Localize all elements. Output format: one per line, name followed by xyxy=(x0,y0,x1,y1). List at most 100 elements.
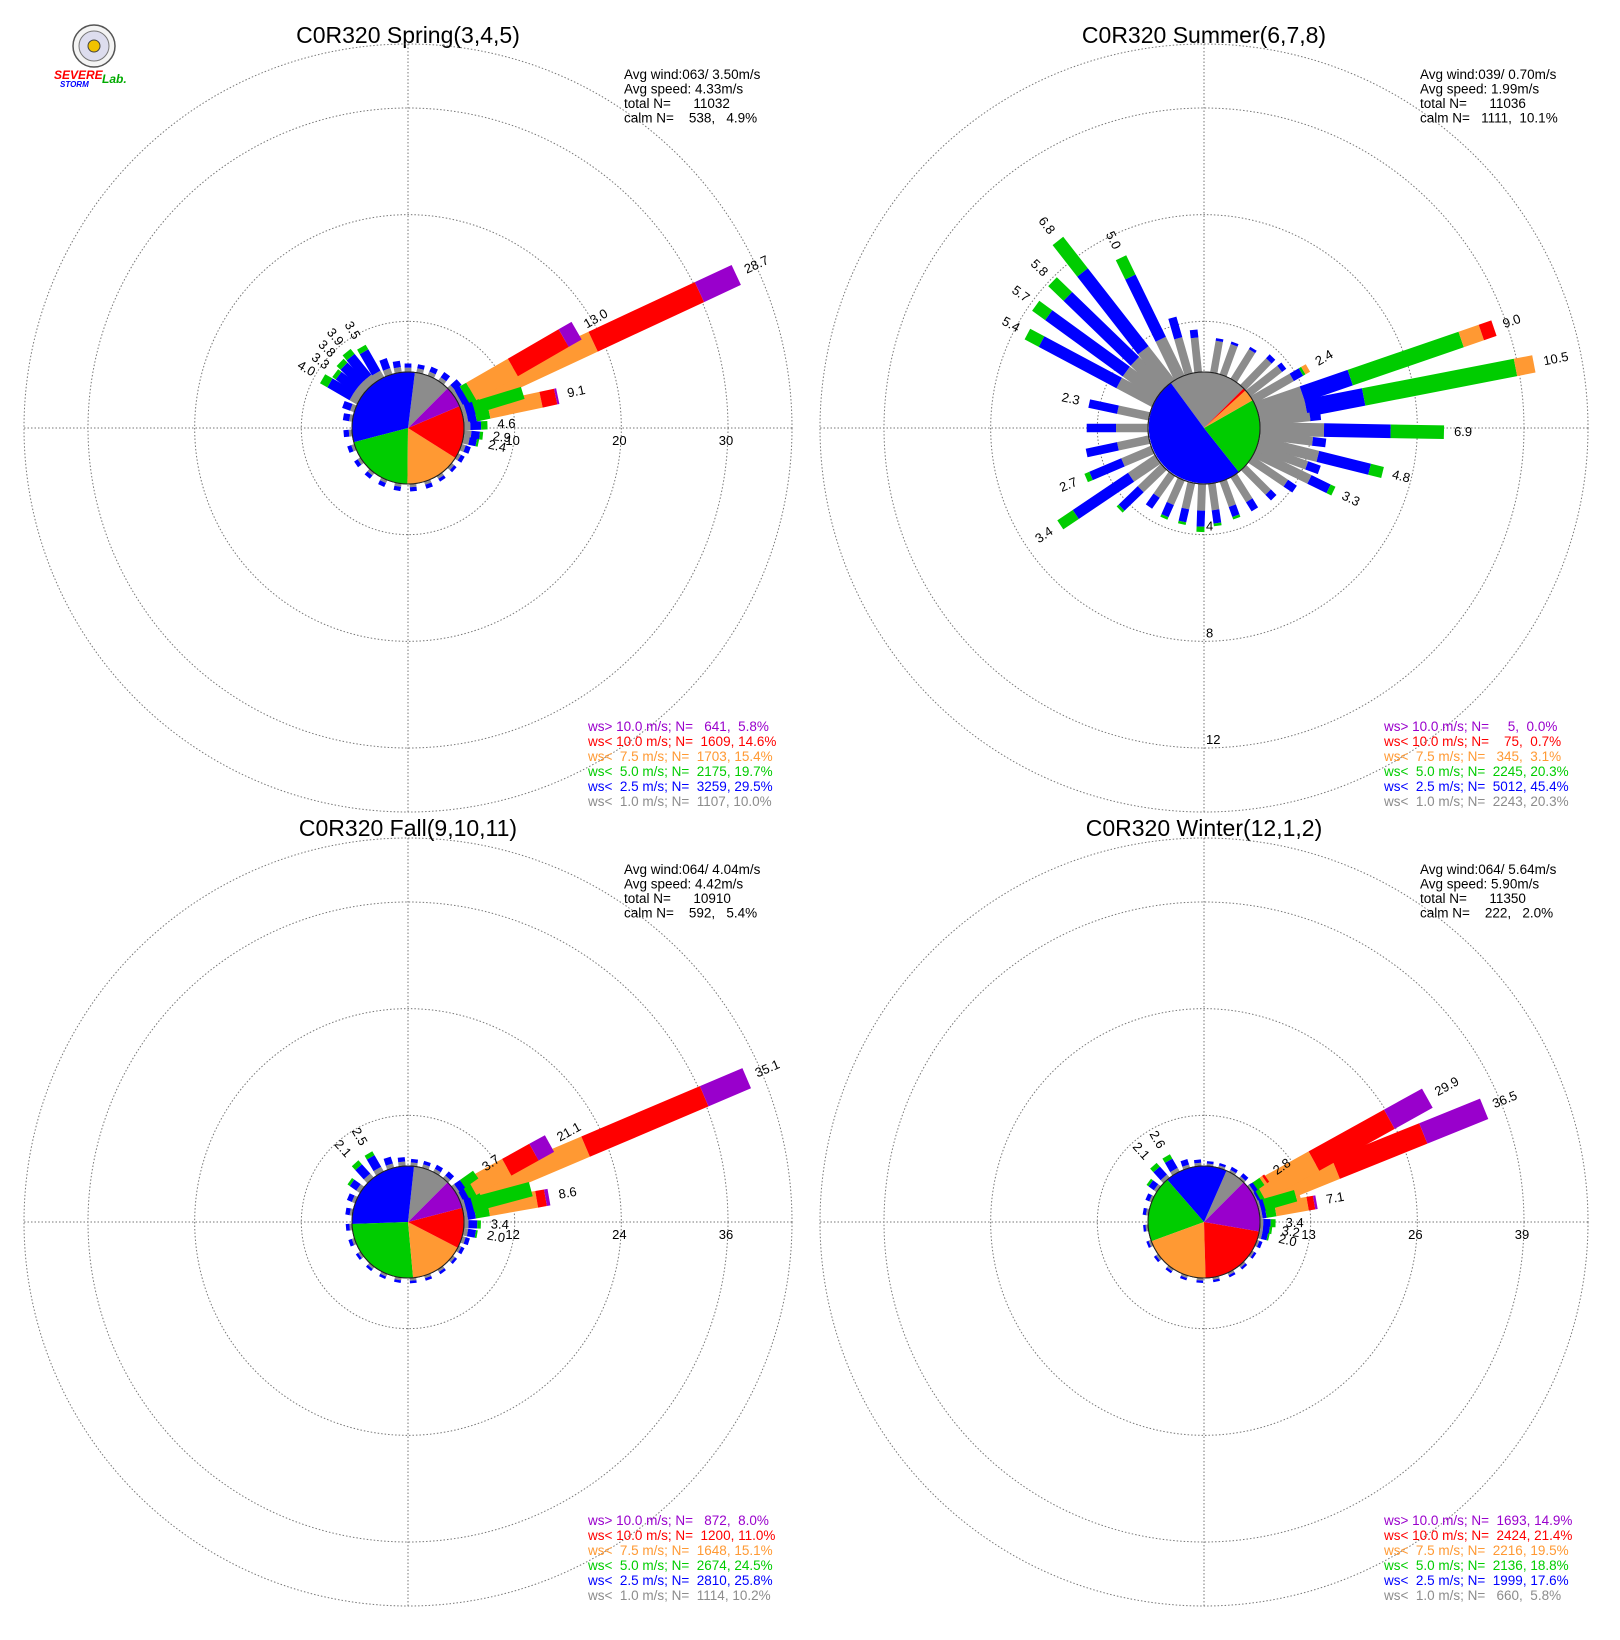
logo-word-storm: STORM xyxy=(60,80,89,89)
legend-entry-red: ws< 10.0 m/s; N= 2424, 21.4% xyxy=(1383,1528,1572,1543)
bar-segment-blue xyxy=(470,430,480,440)
bar-segment-gray xyxy=(1238,1176,1246,1183)
bar-segment-green xyxy=(459,1170,479,1188)
pie-slice-orange xyxy=(1151,1222,1206,1279)
bar-segment-gray xyxy=(455,1245,462,1253)
bar-segment-gray xyxy=(436,472,444,479)
bar-segment-blue xyxy=(394,1279,402,1283)
logo-word-severe: SEVERE xyxy=(54,68,104,82)
chart-title: C0R320 Winter(12,1,2) xyxy=(1086,815,1323,841)
legend-entry-green: ws< 5.0 m/s; N= 2136, 18.8% xyxy=(1383,1558,1569,1573)
bar-segment-blue xyxy=(1240,1173,1249,1181)
bar-segment-purple xyxy=(694,265,741,303)
bar-segment-blue xyxy=(423,1160,431,1167)
windrose-panel: C0R320 Summer(6,7,8) 4 8 12 9.0 10.5 6.9 4.8 3.3… xyxy=(819,22,1589,813)
bar-segment-blue xyxy=(409,486,417,492)
pie-slice-blue xyxy=(351,1165,414,1224)
stat-line: calm N= 592, 5.4% xyxy=(624,906,757,921)
legend-entry-purple: ws> 10.0 m/s; N= 1693, 14.9% xyxy=(1383,1513,1572,1528)
bar-segment-orange xyxy=(474,1136,590,1202)
bar-segment-gray xyxy=(363,1173,374,1184)
bar-value-label: 10.5 xyxy=(1542,349,1570,369)
bar-value-label: 2.6 xyxy=(1147,1128,1169,1151)
bar-segment-green xyxy=(459,382,477,404)
pie-slice-purple xyxy=(408,1182,463,1222)
bar-segment-gray xyxy=(1148,1239,1154,1247)
bar-segment-blue xyxy=(1228,504,1240,517)
axis-tick-label: 24 xyxy=(612,1227,626,1242)
bar-segment-gray xyxy=(459,443,466,452)
pie-slice-red xyxy=(408,406,464,458)
bar-segment-gray xyxy=(1230,473,1253,503)
pie-slice-green xyxy=(1204,400,1261,472)
bar-segment-green xyxy=(1196,526,1205,533)
bar-segment-blue xyxy=(347,445,354,453)
axis-tick-label: 12 xyxy=(1206,732,1220,747)
bar-segment-green xyxy=(479,431,484,440)
legend-entry-orange: ws< 7.5 m/s; N= 1648, 15.1% xyxy=(587,1543,773,1558)
legend-entry-gray: ws< 1.0 m/s; N= 1114, 10.2% xyxy=(587,1588,771,1603)
bar-value-label: 8.6 xyxy=(557,1184,577,1202)
bar-segment-gray xyxy=(1181,481,1196,510)
bar-segment-gray xyxy=(1149,1195,1155,1203)
bar-segment-blue xyxy=(1206,1161,1214,1165)
bar-segment-green xyxy=(332,369,342,380)
bar-segment-blue xyxy=(424,1276,433,1281)
bar-segment-green xyxy=(470,1182,533,1212)
bar-segment-blue xyxy=(463,445,471,454)
bar-segment-gray xyxy=(379,477,388,484)
bar-segment-blue xyxy=(1038,336,1122,389)
speed-distribution-pie xyxy=(351,371,465,485)
bar-segment-gray xyxy=(1190,337,1202,373)
bar-segment-blue xyxy=(1148,1180,1159,1191)
legend-entry-red: ws< 10.0 m/s; N= 1609, 14.6% xyxy=(587,734,776,749)
bar-value-label: 6.8 xyxy=(1035,214,1058,237)
bar-segment-blue xyxy=(450,1257,458,1264)
bar-segment-gray xyxy=(1219,479,1236,507)
bar-segment-blue xyxy=(468,437,478,447)
pie-slice-green xyxy=(352,1222,414,1279)
bar-segment-blue xyxy=(342,413,351,422)
bar-segment-blue xyxy=(366,1155,382,1172)
bar-segment-blue xyxy=(1289,368,1304,382)
bar-segment-gray xyxy=(1254,1239,1260,1247)
bar-segment-green xyxy=(1232,514,1241,520)
bar-segment-blue xyxy=(1077,268,1149,355)
legend-entry-blue: ws< 2.5 m/s; N= 2810, 25.8% xyxy=(587,1573,773,1588)
bar-segment-green xyxy=(1326,484,1336,496)
bar-segment-blue xyxy=(343,429,350,438)
bar-segment-gray xyxy=(1210,340,1223,374)
pie-slice-purple xyxy=(408,388,460,428)
bar-segment-gray xyxy=(356,1184,365,1194)
stat-line: calm N= 222, 2.0% xyxy=(1420,906,1553,921)
axis-tick-label: 12 xyxy=(505,1227,519,1242)
pie-slice-green xyxy=(353,428,408,484)
bar-segment-blue xyxy=(1088,399,1119,414)
bar-segment-gray xyxy=(447,385,456,394)
grid-ring xyxy=(194,214,622,642)
bar-segment-gray xyxy=(1229,1169,1237,1176)
bar-segment-gray xyxy=(1174,337,1193,376)
bar-segment-blue xyxy=(1194,1159,1202,1164)
pie-slice-orange xyxy=(408,1222,458,1278)
bar-segment-gray xyxy=(1247,1184,1255,1194)
bar-segment-green xyxy=(474,1230,478,1238)
bar-segment-green xyxy=(1390,424,1445,439)
bar-segment-blue xyxy=(346,1193,355,1202)
legend-entry-red: ws< 10.0 m/s; N= 1200, 11.0% xyxy=(587,1528,775,1543)
bar-segment-gray xyxy=(460,1236,466,1244)
bar-segment-gray xyxy=(438,377,447,385)
bar-segment-blue xyxy=(383,1156,393,1166)
bar-segment-orange xyxy=(1513,355,1536,377)
bar-segment-gray xyxy=(1252,448,1312,484)
bar-segment-green xyxy=(1048,277,1073,301)
bar-segment-blue xyxy=(468,1220,478,1229)
bar-segment-green xyxy=(472,386,525,414)
polar-grid xyxy=(23,43,793,813)
bar-segment-gray xyxy=(404,367,412,372)
bar-segment-gray xyxy=(1248,1250,1255,1258)
bar-segment-green xyxy=(1252,1177,1265,1190)
bar-segment-blue xyxy=(354,459,362,468)
pie-slice-gray xyxy=(408,1166,448,1222)
bar-segment-blue xyxy=(454,386,470,408)
